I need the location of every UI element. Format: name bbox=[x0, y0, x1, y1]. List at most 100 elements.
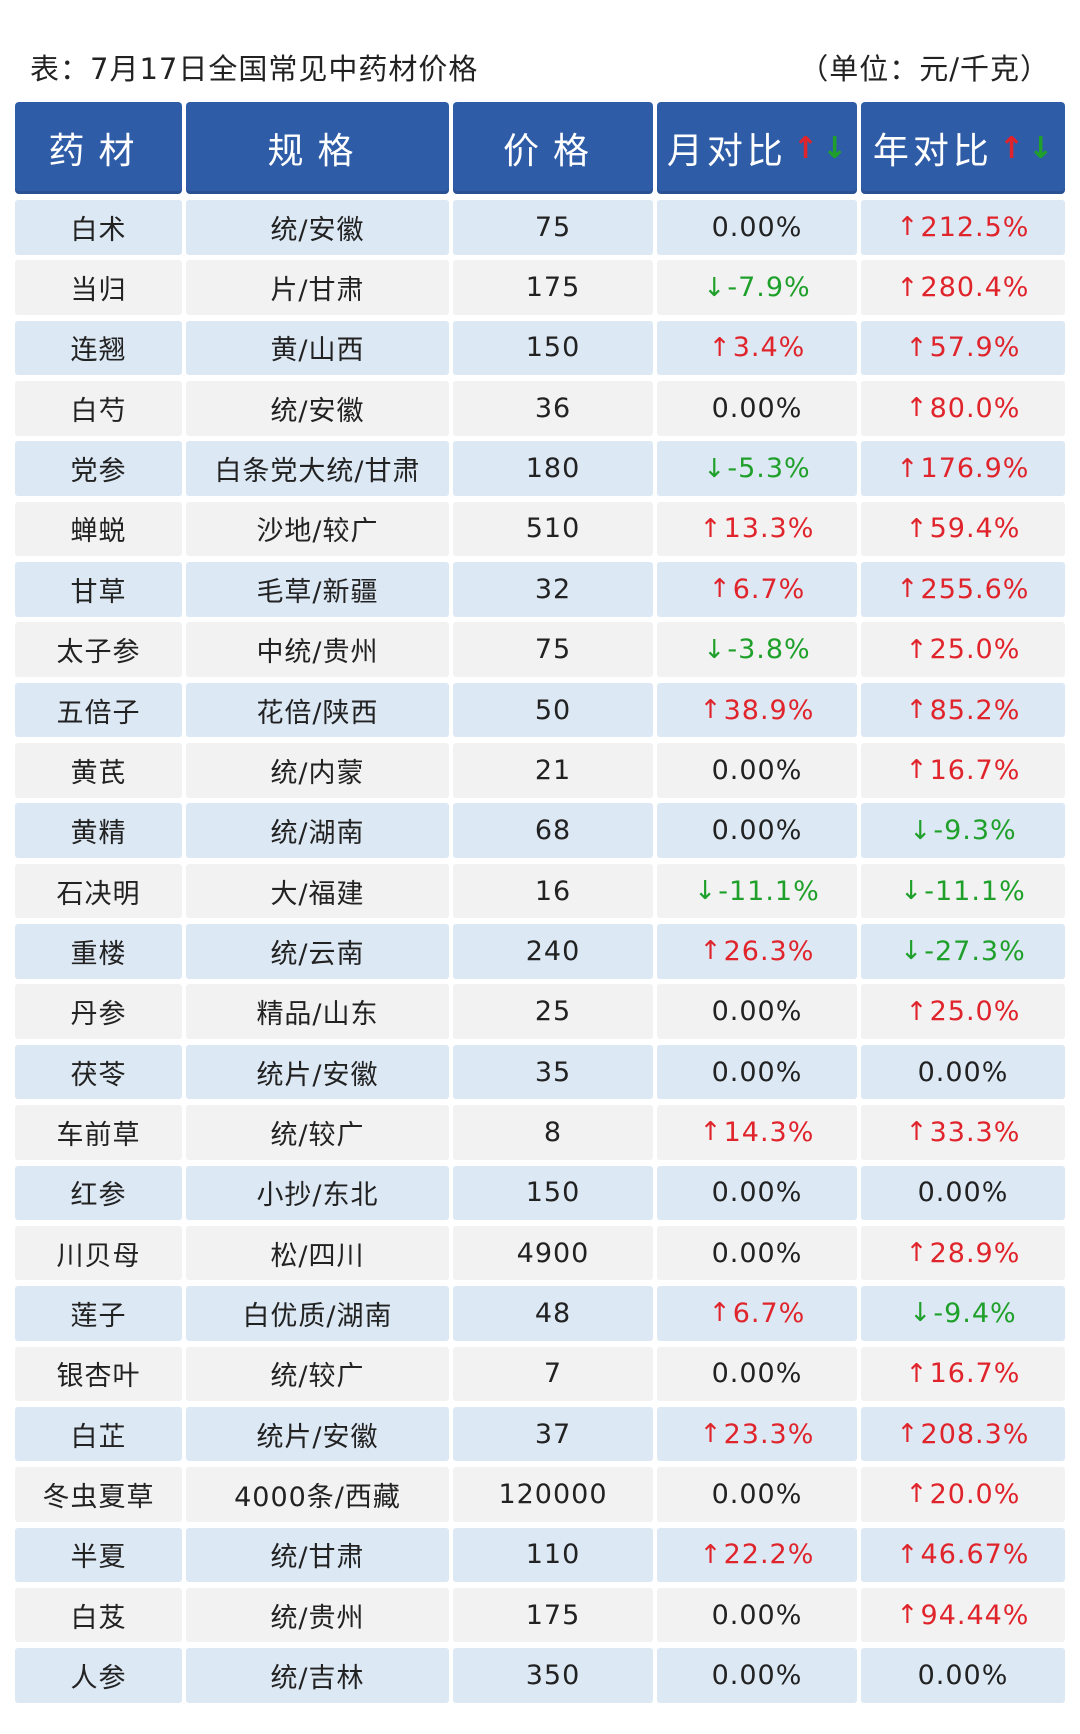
month-compare-cell: ↑ 6.7% bbox=[657, 562, 857, 617]
year-compare-value: 25.0% bbox=[929, 996, 1021, 1028]
arrow-up-icon: ↑ bbox=[905, 393, 929, 424]
spec-cell: 统/湖南 bbox=[186, 803, 449, 858]
month-compare-cell: 0.00% bbox=[657, 381, 857, 436]
year-compare-value: 46.67% bbox=[920, 1539, 1030, 1571]
herb-name-cell: 半夏 bbox=[15, 1527, 182, 1583]
year-compare-value: 59.4% bbox=[929, 513, 1021, 545]
herb-name-cell: 石决明 bbox=[15, 863, 182, 919]
year-compare-value: -11.1% bbox=[924, 875, 1026, 907]
table-row: 白芷 统片/安徽 37 ↑ 23.3% ↑ 208.3% bbox=[15, 1406, 1065, 1462]
spec-cell: 统/贵州 bbox=[186, 1587, 449, 1643]
table-row: 黄芪 统/内蒙 21 0.00% ↑ 16.7% bbox=[15, 743, 1065, 798]
arrow-up-icon: ↑ bbox=[905, 1117, 929, 1148]
table-title: 表：7月17日全国常见中药材价格 bbox=[30, 52, 479, 86]
spec-cell: 毛草/新疆 bbox=[186, 562, 449, 617]
year-compare-value: 85.2% bbox=[929, 694, 1021, 726]
month-compare-value: 0.00% bbox=[711, 1056, 803, 1088]
month-compare-cell: 0.00% bbox=[657, 1587, 857, 1643]
price-cell: 75 bbox=[453, 622, 653, 677]
year-compare-value: 280.4% bbox=[920, 272, 1030, 304]
spec-cell: 统片/安徽 bbox=[186, 1406, 449, 1462]
month-compare-cell: ↑ 26.3% bbox=[657, 924, 857, 979]
spec-cell: 小抄/东北 bbox=[186, 1165, 449, 1220]
month-compare-value: 0.00% bbox=[711, 1177, 803, 1209]
year-compare-cell: 0.00% bbox=[861, 1044, 1065, 1100]
month-compare-value: 6.7% bbox=[732, 573, 806, 605]
month-compare-value: 26.3% bbox=[723, 935, 815, 967]
price-cell: 120000 bbox=[453, 1467, 653, 1522]
spec-cell: 统/甘肃 bbox=[186, 1527, 449, 1583]
month-compare-value: 13.3% bbox=[723, 513, 815, 545]
table-caption: 表：7月17日全国常见中药材价格 （单位：元/千克） bbox=[30, 42, 1050, 92]
month-compare-cell: ↓ -7.9% bbox=[657, 260, 857, 315]
spec-cell: 精品/山东 bbox=[186, 984, 449, 1039]
herb-name-cell: 蝉蜕 bbox=[15, 501, 182, 557]
year-compare-cell: ↑ 25.0% bbox=[861, 622, 1065, 677]
arrow-up-icon: ↑ bbox=[905, 634, 929, 665]
year-compare-value: 57.9% bbox=[929, 332, 1021, 364]
table-row: 莲子 白优质/湖南 48 ↑ 6.7% ↓ -9.4% bbox=[15, 1286, 1065, 1341]
header-row: 药材 规格 价格 月对比 ↑ ↓ 年对比 ↑ ↓ bbox=[15, 102, 1065, 194]
spec-cell: 统/较广 bbox=[186, 1105, 449, 1160]
herb-name-cell: 黄芪 bbox=[15, 743, 182, 798]
herb-name-cell: 人参 bbox=[15, 1648, 182, 1703]
arrow-up-icon: ↑ bbox=[896, 1539, 920, 1570]
arrow-up-icon: ↑ bbox=[905, 695, 929, 725]
herb-name-cell: 重楼 bbox=[15, 924, 182, 979]
price-cell: 75 bbox=[453, 200, 653, 255]
spec-cell: 黄/山西 bbox=[186, 320, 449, 376]
year-compare-value: 0.00% bbox=[917, 1660, 1009, 1691]
month-compare-value: 6.7% bbox=[732, 1297, 806, 1329]
table-row: 党参 白条党大统/甘肃 180 ↓ -5.3% ↑ 176.9% bbox=[15, 441, 1065, 496]
table-row: 半夏 统/甘肃 110 ↑ 22.2% ↑ 46.67% bbox=[15, 1527, 1065, 1583]
spec-cell: 4000条/西藏 bbox=[186, 1467, 449, 1522]
year-compare-value: 255.6% bbox=[920, 573, 1030, 605]
year-compare-cell: ↑ 57.9% bbox=[861, 320, 1065, 376]
table-row: 重楼 统/云南 240 ↑ 26.3% ↓ -27.3% bbox=[15, 924, 1065, 979]
arrow-down-icon: ↓ bbox=[703, 272, 727, 303]
year-compare-cell: ↑ 16.7% bbox=[861, 743, 1065, 798]
arrow-up-icon: ↑ bbox=[708, 574, 732, 605]
arrow-up-icon: ↑ bbox=[699, 1539, 723, 1570]
arrow-up-icon: ↑ bbox=[896, 272, 920, 303]
year-compare-cell: ↑ 33.3% bbox=[861, 1105, 1065, 1160]
year-compare-value: 80.0% bbox=[929, 392, 1021, 424]
spec-cell: 统/安徽 bbox=[186, 381, 449, 436]
spec-cell: 统/吉林 bbox=[186, 1648, 449, 1703]
price-cell: 36 bbox=[453, 381, 653, 436]
year-compare-cell: ↑ 59.4% bbox=[861, 501, 1065, 557]
herb-name-cell: 银杏叶 bbox=[15, 1346, 182, 1402]
month-compare-cell: ↑ 23.3% bbox=[657, 1406, 857, 1462]
month-compare-cell: 0.00% bbox=[657, 200, 857, 255]
arrow-up-icon: ↑ bbox=[896, 1419, 920, 1450]
month-compare-value: 3.4% bbox=[732, 332, 806, 364]
arrow-up-icon: ↑ bbox=[905, 996, 929, 1027]
up-down-arrows-icon: ↑ ↓ bbox=[792, 130, 848, 166]
header-year-compare: 年对比 ↑ ↓ bbox=[861, 102, 1065, 194]
year-compare-cell: ↑ 255.6% bbox=[861, 562, 1065, 617]
year-compare-cell: ↑ 20.0% bbox=[861, 1467, 1065, 1522]
price-cell: 32 bbox=[453, 562, 653, 617]
arrow-up-icon: ↑ bbox=[896, 574, 920, 605]
year-compare-value: 16.7% bbox=[929, 1358, 1021, 1390]
herb-name-cell: 茯苓 bbox=[15, 1044, 182, 1100]
spec-cell: 松/四川 bbox=[186, 1225, 449, 1281]
table-row: 当归 片/甘肃 175 ↓ -7.9% ↑ 280.4% bbox=[15, 260, 1065, 315]
spec-cell: 大/福建 bbox=[186, 863, 449, 919]
month-compare-value: -3.8% bbox=[727, 634, 811, 666]
unit-note: （单位：元/千克） bbox=[799, 52, 1050, 86]
arrow-up-icon: ↑ bbox=[699, 1419, 723, 1450]
year-compare-cell: ↑ 176.9% bbox=[861, 441, 1065, 496]
arrow-up-icon: ↑ bbox=[905, 332, 929, 363]
month-compare-value: 0.00% bbox=[711, 1358, 803, 1390]
year-compare-cell: ↓ -9.3% bbox=[861, 803, 1065, 858]
table-row: 车前草 统/较广 8 ↑ 14.3% ↑ 33.3% bbox=[15, 1105, 1065, 1160]
spec-cell: 统/云南 bbox=[186, 924, 449, 979]
month-compare-value: 0.00% bbox=[711, 392, 803, 424]
year-compare-cell: ↑ 280.4% bbox=[861, 260, 1065, 315]
arrow-up-icon: ↑ bbox=[896, 453, 920, 484]
month-compare-value: -11.1% bbox=[718, 875, 820, 907]
price-cell: 7 bbox=[453, 1346, 653, 1402]
year-compare-value: -9.3% bbox=[933, 815, 1017, 847]
price-cell: 16 bbox=[453, 863, 653, 919]
